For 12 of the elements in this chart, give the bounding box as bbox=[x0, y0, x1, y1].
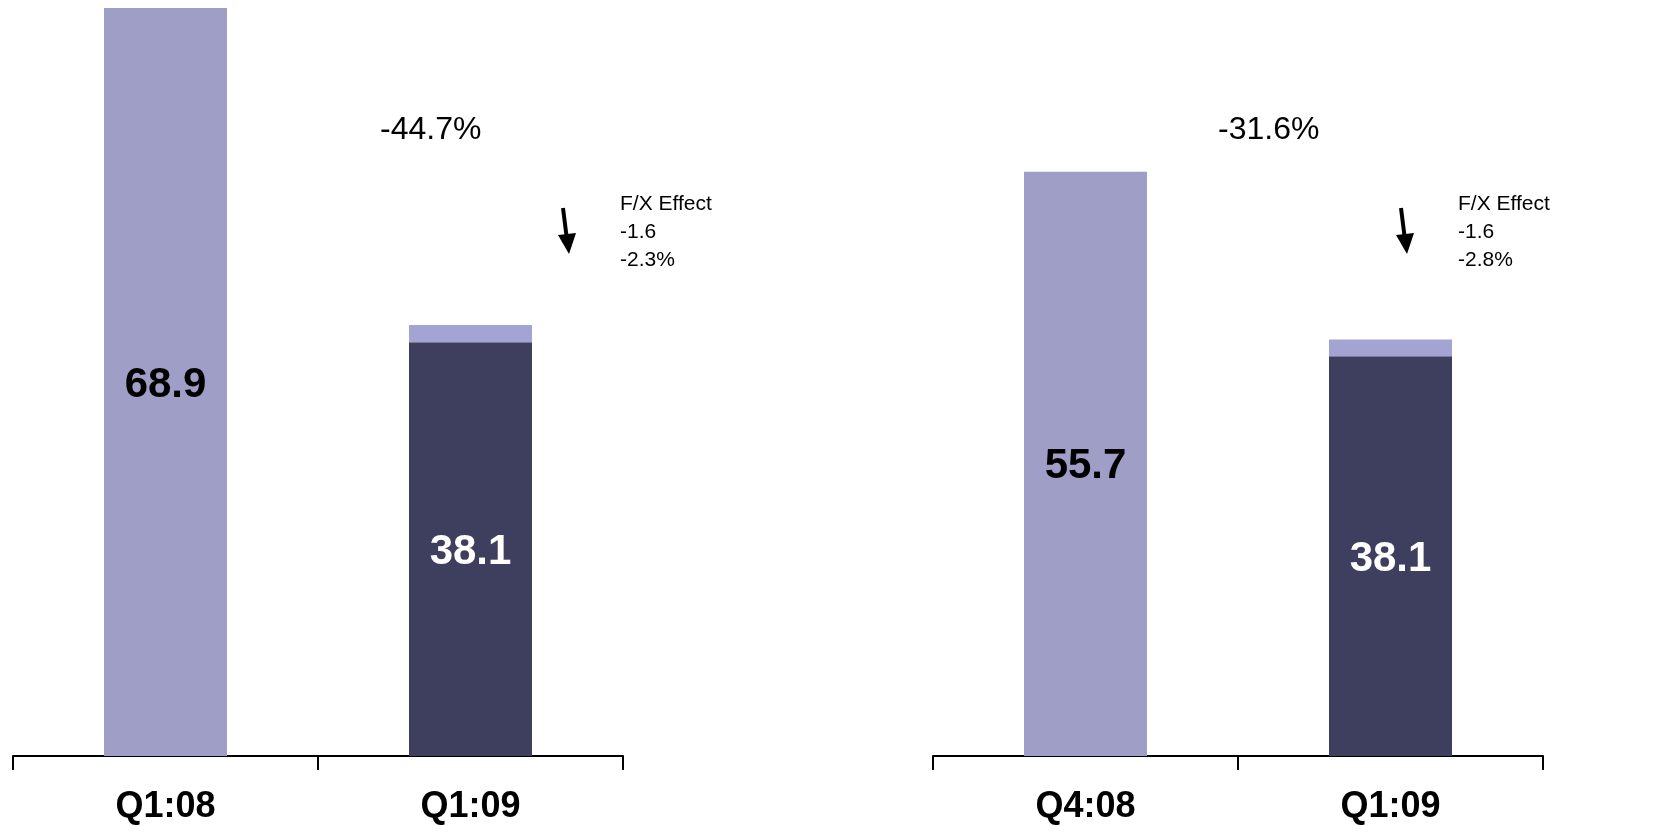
x-tick-label: Q1:09 bbox=[420, 783, 521, 825]
x-tick-label: Q4:08 bbox=[1035, 783, 1136, 825]
data-label: 38.1 bbox=[1349, 532, 1432, 580]
annotation: -44.7% bbox=[380, 110, 482, 146]
x-tick-label: Q1:09 bbox=[1340, 783, 1441, 825]
text: -31.6% bbox=[1218, 110, 1320, 146]
annotation: F/X Effect -1.6 -2.3% bbox=[620, 190, 712, 270]
x-tick-label: Q1:08 bbox=[115, 783, 216, 825]
data-label: 68.9 bbox=[124, 358, 207, 406]
data-label: 38.1 bbox=[429, 525, 512, 573]
data-label: 55.7 bbox=[1044, 440, 1127, 488]
annotation: F/X Effect -1.6 -2.8% bbox=[1458, 190, 1550, 270]
